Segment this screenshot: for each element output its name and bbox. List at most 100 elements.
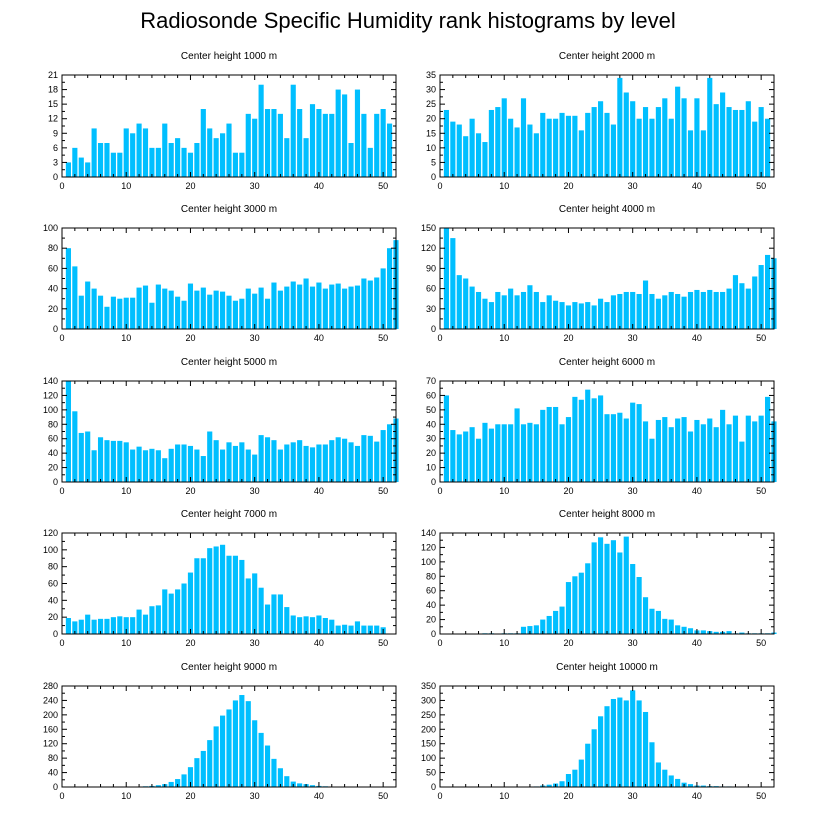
x-tick-label: 10: [499, 638, 509, 648]
bar: [367, 147, 373, 177]
bar: [207, 431, 213, 482]
y-tick-label: 0: [53, 172, 58, 182]
x-tick-label: 30: [250, 791, 260, 801]
bar: [533, 133, 539, 177]
y-tick-label: 20: [48, 304, 58, 314]
bar: [155, 284, 161, 329]
bar: [617, 697, 623, 787]
bar: [380, 268, 386, 329]
bar: [687, 130, 694, 177]
bar: [123, 617, 129, 634]
bar: [655, 298, 661, 329]
x-tick-label: 40: [314, 181, 324, 191]
x-tick-label: 50: [756, 333, 766, 343]
bar: [97, 618, 104, 634]
y-tick-label: 0: [431, 172, 436, 182]
bar: [117, 298, 123, 329]
bar: [149, 606, 155, 634]
bar: [630, 690, 636, 787]
bar: [713, 104, 719, 177]
bar: [97, 437, 104, 482]
bar: [649, 438, 655, 482]
y-tick-label: 18: [48, 85, 58, 95]
bar: [374, 113, 380, 177]
bar: [162, 288, 168, 329]
bar: [284, 607, 290, 634]
bar: [591, 729, 597, 787]
y-tick-label: 100: [43, 545, 58, 555]
bar: [181, 147, 187, 177]
bar: [520, 98, 527, 177]
bar: [700, 785, 706, 787]
bar: [297, 109, 303, 177]
bar: [117, 616, 123, 634]
panel-title: Center height 3000 m: [181, 204, 277, 215]
bar: [335, 625, 341, 634]
bar: [232, 700, 238, 787]
x-tick-label: 40: [314, 333, 324, 343]
bar: [655, 419, 661, 482]
panel-6: Center height 6000 m 0 10 20 30 40 50 0 10 20 30 40…: [426, 357, 777, 496]
bar: [194, 558, 200, 634]
bar: [559, 112, 565, 177]
x-tick-label: 0: [59, 181, 64, 191]
bar: [136, 609, 142, 634]
bar: [213, 546, 219, 634]
x-tick-label: 50: [756, 486, 766, 496]
bar: [520, 291, 527, 329]
bar: [342, 624, 348, 634]
bar: [361, 435, 367, 482]
bar: [168, 781, 174, 787]
bar: [284, 444, 290, 482]
bar: [508, 118, 514, 177]
bar: [758, 107, 764, 177]
bar: [175, 589, 181, 634]
bar: [642, 711, 649, 787]
bar: [187, 767, 194, 787]
bar: [739, 109, 745, 177]
panel-1: Center height 1000 m 0 10 20 30 40 50 0 3 6 9 12 15 1…: [48, 51, 397, 191]
bar: [649, 118, 655, 177]
bar: [578, 303, 584, 329]
bar: [207, 548, 213, 634]
bar: [713, 291, 719, 329]
bar: [765, 396, 771, 482]
x-tick-label: 20: [563, 791, 573, 801]
bar: [572, 302, 578, 329]
bar: [181, 444, 187, 482]
bar: [514, 408, 520, 482]
y-tick-label: 9: [53, 128, 58, 138]
bar: [361, 113, 367, 177]
bar: [649, 608, 655, 634]
y-tick-label: 250: [421, 710, 436, 720]
bar: [329, 113, 335, 177]
bar: [630, 564, 636, 634]
bar: [110, 296, 116, 329]
bar: [329, 619, 335, 634]
bar: [65, 381, 71, 482]
bar: [732, 275, 739, 329]
bar: [630, 402, 636, 482]
x-tick-label: 20: [185, 638, 195, 648]
bar: [303, 278, 309, 329]
bar: [655, 107, 661, 177]
bar: [610, 124, 616, 177]
bar: [720, 409, 726, 482]
bar: [290, 615, 296, 634]
x-tick-label: 30: [250, 638, 260, 648]
bar: [387, 123, 393, 177]
bar: [335, 437, 341, 482]
bar: [565, 774, 572, 787]
bar: [700, 630, 706, 634]
bar: [213, 290, 219, 329]
bar: [488, 109, 494, 177]
x-tick-label: 10: [499, 791, 509, 801]
bar: [681, 417, 687, 482]
bar: [380, 430, 386, 482]
y-tick-label: 120: [421, 542, 436, 552]
bar: [642, 280, 649, 329]
bar: [559, 606, 565, 634]
bar: [277, 290, 283, 329]
panel-title: Center height 1000 m: [181, 51, 277, 62]
